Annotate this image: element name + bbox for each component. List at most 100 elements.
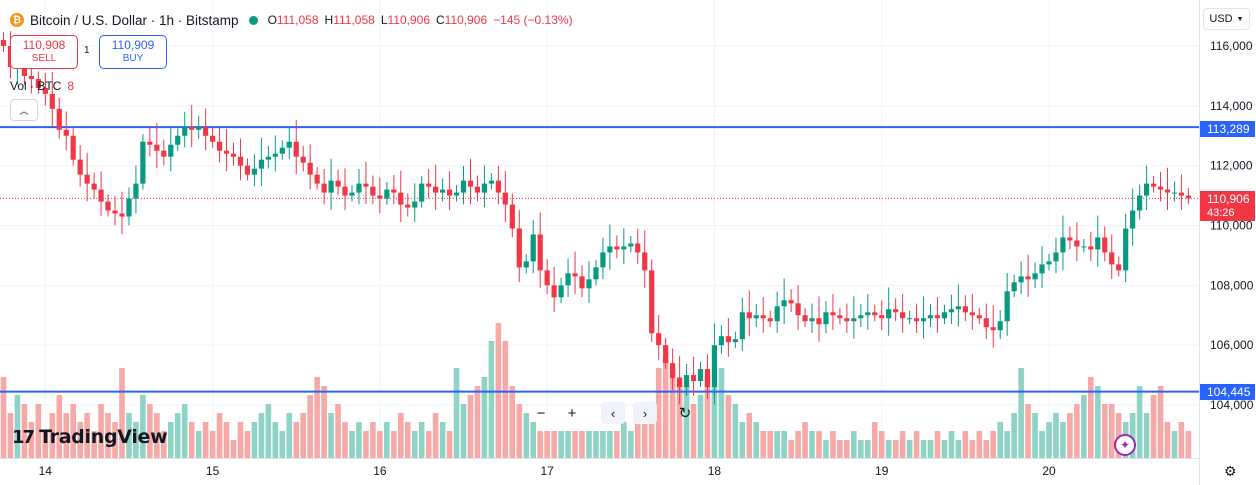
candle-body (70, 135, 76, 160)
candle-body (384, 189, 390, 199)
y-tick-label: 112,000 (1210, 159, 1253, 173)
buy-button[interactable]: 110,909 BUY (99, 35, 167, 69)
candle-body (265, 156, 271, 160)
candle-body (969, 312, 975, 316)
volume-bar (377, 431, 383, 458)
volume-bar (133, 422, 139, 458)
candle-body (105, 201, 111, 211)
candle-body (216, 141, 223, 151)
volume-bar (328, 413, 334, 458)
zoom-out-button[interactable]: − (530, 402, 552, 424)
volume-bar (363, 431, 369, 458)
candle-body (893, 309, 899, 313)
volume-bar (683, 386, 690, 458)
candle-body (1004, 291, 1010, 322)
assistant-icon[interactable]: ✦ (1114, 434, 1136, 456)
candle-body (126, 198, 132, 217)
volume-bar (418, 422, 425, 458)
market-open-icon (248, 15, 258, 25)
volume-bar (307, 395, 313, 458)
volume-bar (1067, 413, 1073, 458)
price-change: −145 (−0.13%) (493, 13, 573, 27)
candle-body (391, 189, 397, 193)
volume-bar (188, 422, 195, 458)
volume-bar (1157, 386, 1164, 458)
gear-icon[interactable]: ⚙ (1224, 463, 1237, 479)
candle-body (467, 180, 474, 187)
scroll-right-button[interactable]: › (633, 402, 657, 424)
volume-bar (1178, 422, 1185, 458)
volume-bar (467, 395, 474, 458)
collapse-legend-button[interactable]: ︿ (10, 99, 38, 121)
reset-chart-button[interactable]: ↻ (674, 402, 696, 424)
volume-bar (1129, 413, 1136, 458)
volume-legend[interactable]: Vol · BTC 8 (10, 79, 75, 93)
candle-body (795, 303, 801, 316)
candle-body (328, 180, 334, 193)
candle-body (35, 78, 41, 88)
volume-bar (816, 431, 822, 458)
volume-bar (63, 413, 70, 458)
volume-bar (621, 422, 627, 458)
volume-bar (1046, 422, 1052, 458)
candle-body (98, 189, 104, 202)
candle-body (1011, 282, 1017, 292)
volume-bar (948, 431, 955, 458)
plus-icon: + (567, 404, 577, 422)
scroll-left-button[interactable]: ‹ (601, 402, 625, 424)
candle-body (1067, 237, 1073, 241)
sell-label: SELL (31, 53, 57, 64)
candle-body (460, 180, 467, 193)
candle-body (927, 315, 934, 319)
volume-bar (1088, 377, 1094, 458)
candle-body (983, 318, 989, 328)
candle-body (440, 189, 446, 193)
volume-bar (460, 404, 467, 458)
volume-bar (147, 404, 153, 458)
candle-body (307, 162, 313, 175)
candle-body (1074, 240, 1080, 247)
volume-bar (342, 422, 348, 458)
candle-body (997, 321, 1003, 331)
candle-body (77, 159, 83, 175)
tradingview-logo[interactable]: 17 TradingView (12, 426, 168, 448)
resistance-line-label[interactable]: 113,289 (1200, 121, 1255, 137)
candle-body (481, 183, 488, 193)
candle-body (614, 246, 620, 250)
volume-bar (223, 422, 230, 458)
volume-bar (453, 368, 460, 458)
volume-bar (593, 431, 599, 458)
candle-body (363, 183, 369, 187)
candle-body (140, 141, 146, 184)
volume-bar (404, 422, 411, 458)
zoom-in-button[interactable]: + (561, 402, 583, 424)
candle-body (168, 144, 174, 157)
volume-bar (809, 431, 815, 458)
candle-body (1039, 264, 1045, 274)
volume-bar (530, 422, 537, 458)
volume-bar (969, 440, 976, 458)
volume-bar (739, 422, 746, 458)
candle-body (63, 129, 69, 136)
volume-bar (634, 422, 641, 458)
chevron-left-icon: ‹ (610, 405, 616, 421)
symbol-title[interactable]: Bitcoin / U.S. Dollar · 1h · Bitstamp (30, 12, 239, 28)
volume-bar (202, 422, 209, 458)
currency-selector[interactable]: USD ▼ (1203, 8, 1250, 30)
candle-body (907, 318, 913, 320)
volume-bar (258, 413, 265, 458)
volume-bar (669, 368, 676, 458)
volume-bar (899, 431, 906, 458)
candle-body (732, 339, 738, 343)
candle-body (502, 192, 508, 205)
support-line-label[interactable]: 104,445 (1200, 384, 1255, 400)
candle-body (558, 285, 564, 298)
volume-bar (77, 422, 83, 458)
candle-body (419, 183, 425, 202)
candle-body (649, 270, 655, 334)
x-tick-label: 18 (708, 464, 722, 478)
sell-button[interactable]: 110,908 SELL (10, 35, 78, 69)
candle-body (119, 213, 125, 217)
volume-bar (1074, 404, 1080, 458)
